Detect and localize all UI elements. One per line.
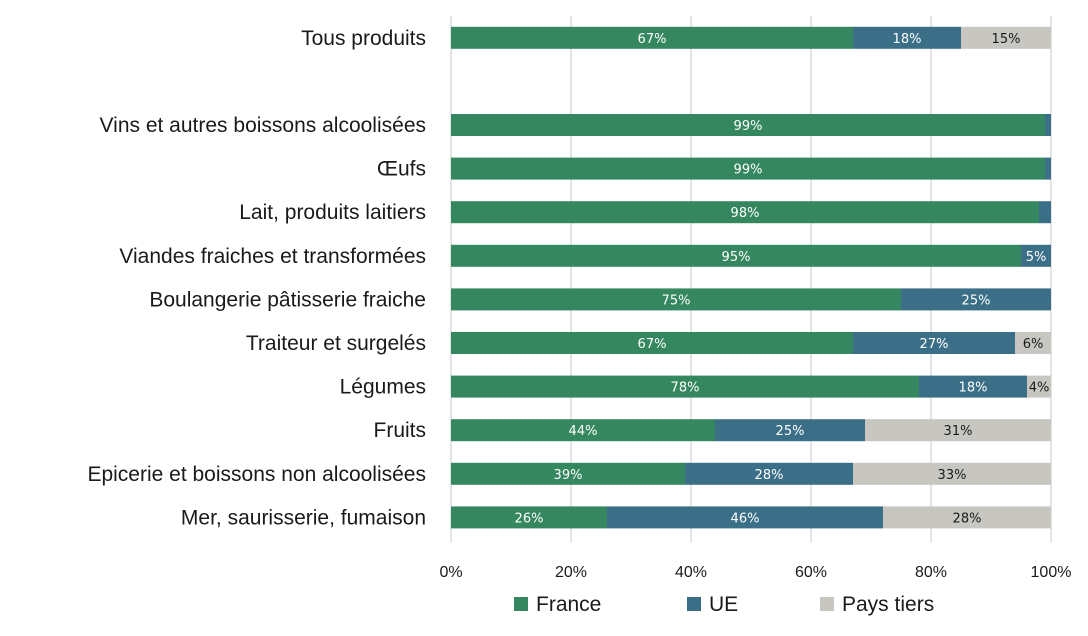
bar-segment-france xyxy=(451,201,1039,224)
data-label: 67% xyxy=(638,337,667,352)
data-label: 18% xyxy=(959,381,988,396)
data-label: 31% xyxy=(944,424,973,439)
legend-swatch xyxy=(687,597,701,611)
data-label: 39% xyxy=(554,468,583,483)
x-tick-label: 100% xyxy=(1031,564,1072,581)
bar-segment-ue xyxy=(607,506,883,529)
bar-segment-ue xyxy=(685,462,853,485)
bar-segment-pays-tiers xyxy=(961,26,1051,49)
x-axis-tick-labels: 0% 20% 40% 60% 80% 100% xyxy=(439,564,1071,581)
bar-segment-france xyxy=(451,244,1021,267)
bar-segment-pays-tiers xyxy=(865,419,1051,442)
data-label: 25% xyxy=(776,424,805,439)
bar-segment-ue xyxy=(919,375,1027,398)
bar-segment-pays-tiers xyxy=(853,462,1051,485)
legend-swatch xyxy=(820,597,834,611)
x-tick-label: 0% xyxy=(439,564,462,581)
x-tick-label: 40% xyxy=(675,564,707,581)
data-label: 15% xyxy=(992,32,1021,47)
bar-data-labels: 67% 18% 15% 99% 99% 98% 95% 5% 75% 25% 67% 27% 6% 78%… xyxy=(515,32,1050,527)
bar-segment-ue xyxy=(901,288,1051,311)
category-label: Œufs xyxy=(377,158,426,181)
x-tick-label: 60% xyxy=(795,564,827,581)
legend-label: France xyxy=(536,593,601,616)
data-label: 18% xyxy=(893,32,922,47)
data-label: 99% xyxy=(734,163,763,178)
data-label: 28% xyxy=(953,511,982,526)
bar-segment-ue xyxy=(1039,201,1051,224)
bar-segment-france xyxy=(451,419,715,442)
legend-label: UE xyxy=(709,593,738,616)
category-label: Légumes xyxy=(340,376,426,399)
bar-segment-ue xyxy=(1021,244,1051,267)
category-label: Tous produits xyxy=(301,27,426,50)
category-label: Mer, saurisserie, fumaison xyxy=(181,506,426,529)
data-label: 75% xyxy=(662,293,691,308)
category-label: Vins et autres boissons alcoolisées xyxy=(100,114,426,137)
bar-segment-ue xyxy=(853,332,1015,354)
data-label: 98% xyxy=(731,206,760,221)
bar-segment-ue xyxy=(1045,114,1051,136)
category-label: Fruits xyxy=(374,419,427,442)
category-label: Boulangerie pâtisserie fraiche xyxy=(149,288,426,311)
bars xyxy=(451,26,1051,529)
category-labels: Tous produits Vins et autres boissons alc… xyxy=(87,27,426,530)
bar-segment-pays-tiers xyxy=(883,506,1051,529)
bar-segment-france xyxy=(451,506,607,529)
bar-segment-pays-tiers xyxy=(1015,332,1051,354)
bar-segment-ue xyxy=(1045,157,1051,180)
bar-segment-france xyxy=(451,288,901,311)
bar-segment-france xyxy=(451,332,853,354)
data-label: 5% xyxy=(1026,250,1047,265)
data-label: 99% xyxy=(734,119,763,134)
legend-label: Pays tiers xyxy=(842,593,934,616)
x-tick-label: 80% xyxy=(915,564,947,581)
bar-segment-france xyxy=(451,26,853,49)
legend-swatch xyxy=(514,597,528,611)
category-label: Epicerie et boissons non alcoolisées xyxy=(87,463,426,486)
bar-segment-france xyxy=(451,157,1045,180)
data-label: 95% xyxy=(722,250,751,265)
category-label: Traiteur et surgelés xyxy=(246,332,426,355)
category-label: Viandes fraiches et transformées xyxy=(119,245,426,268)
gridlines xyxy=(450,16,1052,543)
data-label: 4% xyxy=(1029,381,1050,396)
data-label: 78% xyxy=(671,381,700,396)
bar-segment-france xyxy=(451,114,1045,136)
data-label: 26% xyxy=(515,511,544,526)
x-tick-label: 20% xyxy=(555,564,587,581)
bar-segment-france xyxy=(451,462,685,485)
bar-segment-ue xyxy=(853,26,961,49)
data-label: 27% xyxy=(920,337,949,352)
data-label: 44% xyxy=(569,424,598,439)
data-label: 46% xyxy=(731,511,760,526)
data-label: 6% xyxy=(1023,337,1044,352)
legend: France UE Pays tiers xyxy=(514,593,934,616)
bar-segment-pays-tiers xyxy=(1027,375,1051,398)
bar-segment-ue xyxy=(715,419,865,442)
data-label: 28% xyxy=(755,468,784,483)
data-label: 67% xyxy=(638,32,667,47)
bar-segment-france xyxy=(451,375,919,398)
data-label: 25% xyxy=(962,293,991,308)
data-label: 33% xyxy=(938,468,967,483)
category-label: Lait, produits laitiers xyxy=(239,201,426,224)
